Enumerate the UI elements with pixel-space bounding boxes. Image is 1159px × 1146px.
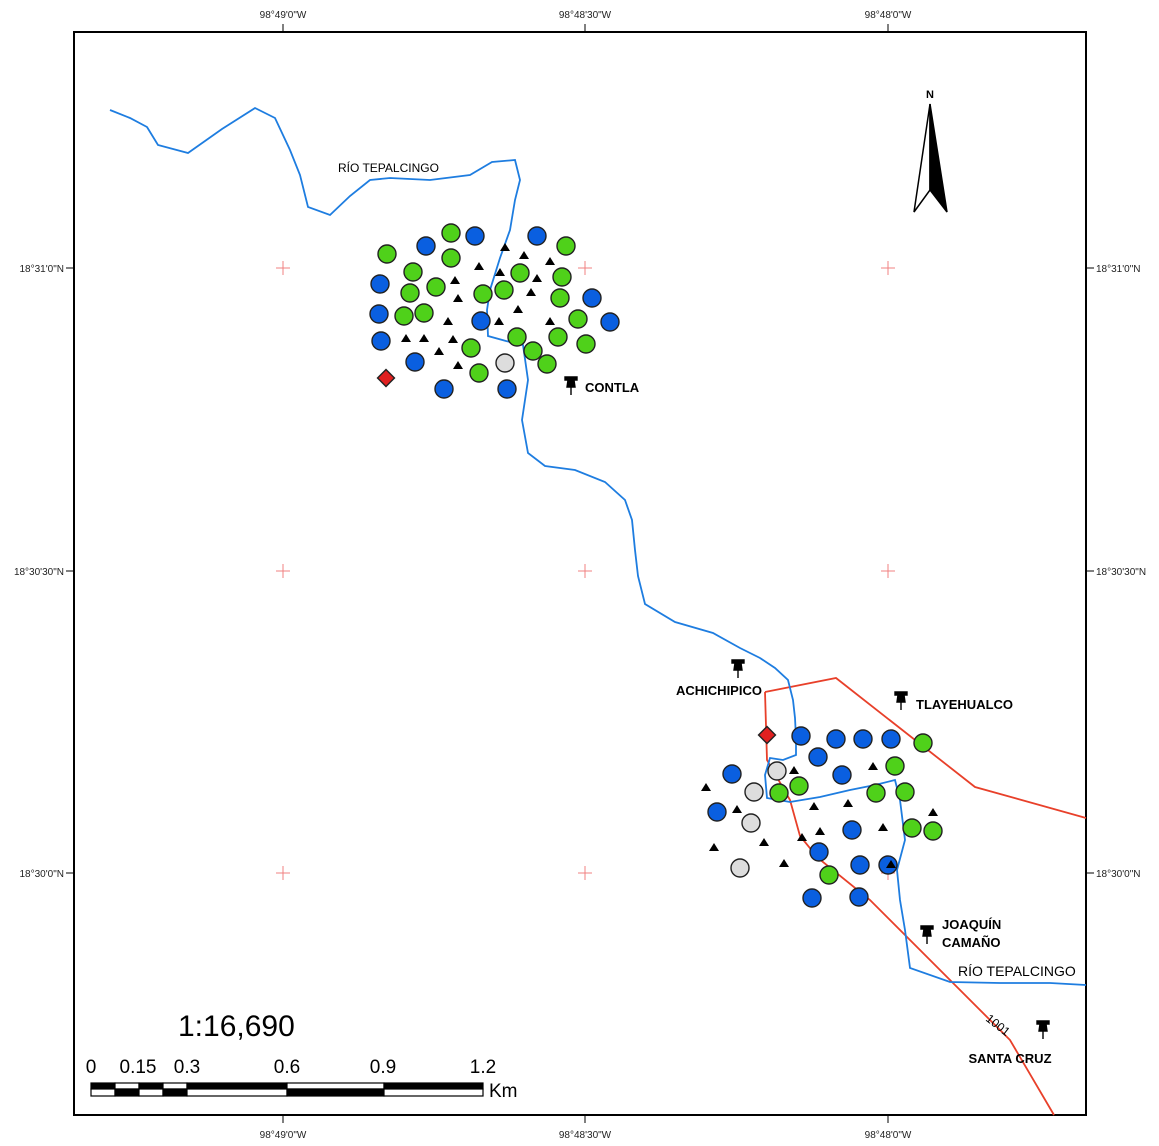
contla-cluster (369, 223, 620, 399)
diamond-marker (376, 368, 396, 388)
pin-contla (564, 376, 578, 395)
pin-tlayehualco (894, 691, 908, 710)
contla-triangles (401, 243, 555, 369)
scale-tick-4: 0.9 (370, 1057, 396, 1078)
grid-crosses (276, 261, 895, 880)
coord-right-2: 18°30'30"N (1096, 567, 1146, 578)
top-coordinates: 98°49'0"W 98°48'30"W 98°48'0"W (260, 10, 912, 32)
pin-santa-cruz (1036, 1020, 1050, 1039)
scale-tick-3: 0.6 (274, 1057, 300, 1078)
place-santa-cruz: SANTA CRUZ (968, 1051, 1051, 1066)
place-joaquin: JOAQUÍN (942, 917, 1001, 932)
diamond-marker-south (757, 725, 777, 745)
scale-bar (90, 1082, 484, 1097)
river-label-upper: RÍO TEPALCINGO (338, 160, 439, 175)
scale-tick-2: 0.3 (174, 1057, 200, 1078)
coord-right-3: 18°30'0"N (1096, 869, 1141, 880)
coord-left-2: 18°30'30"N (14, 567, 64, 578)
pin-achichipico (731, 659, 745, 678)
coord-bottom-2: 98°48'30"W (559, 1130, 612, 1141)
tlayehualco-triangles (701, 762, 938, 868)
place-tlayehualco: TLAYEHUALCO (916, 697, 1013, 712)
tlayehualco-cluster (707, 726, 943, 908)
scale-tick-0: 0 (86, 1057, 97, 1078)
map-frame (73, 31, 1087, 1116)
coord-right-1: 18°31'0"N (1096, 264, 1141, 275)
north-label: N (926, 89, 934, 101)
scale-ratio: 1:16,690 (178, 1010, 295, 1043)
place-camano: CAMAÑO (942, 935, 1001, 950)
coord-bottom-1: 98°49'0"W (260, 1130, 307, 1141)
river-label-lower: RÍO TEPALCINGO (958, 963, 1076, 979)
right-coordinates: 18°31'0"N 18°30'30"N 18°30'0"N (1086, 264, 1146, 880)
scale-ticks: 0 0.15 0.3 0.6 0.9 1.2 (86, 1057, 497, 1078)
scale-unit: Km (489, 1081, 518, 1102)
bottom-coordinates: 98°49'0"W 98°48'30"W 98°48'0"W (260, 1115, 912, 1141)
north-arrow-icon: N (913, 89, 948, 213)
scale-tick-5: 1.2 (470, 1057, 496, 1078)
place-contla: CONTLA (585, 380, 640, 395)
scale-tick-1: 0.15 (120, 1057, 157, 1078)
coord-top-1: 98°49'0"W (260, 10, 307, 21)
pin-joaquin-camano (920, 925, 934, 944)
place-achichipico: ACHICHIPICO (676, 683, 762, 698)
coord-top-3: 98°48'0"W (865, 10, 912, 21)
coord-bottom-3: 98°48'0"W (865, 1130, 912, 1141)
coord-left-1: 18°31'0"N (20, 264, 65, 275)
left-coordinates: 18°31'0"N 18°30'30"N 18°30'0"N (14, 264, 74, 880)
coord-left-3: 18°30'0"N (20, 869, 65, 880)
coord-top-2: 98°48'30"W (559, 10, 612, 21)
